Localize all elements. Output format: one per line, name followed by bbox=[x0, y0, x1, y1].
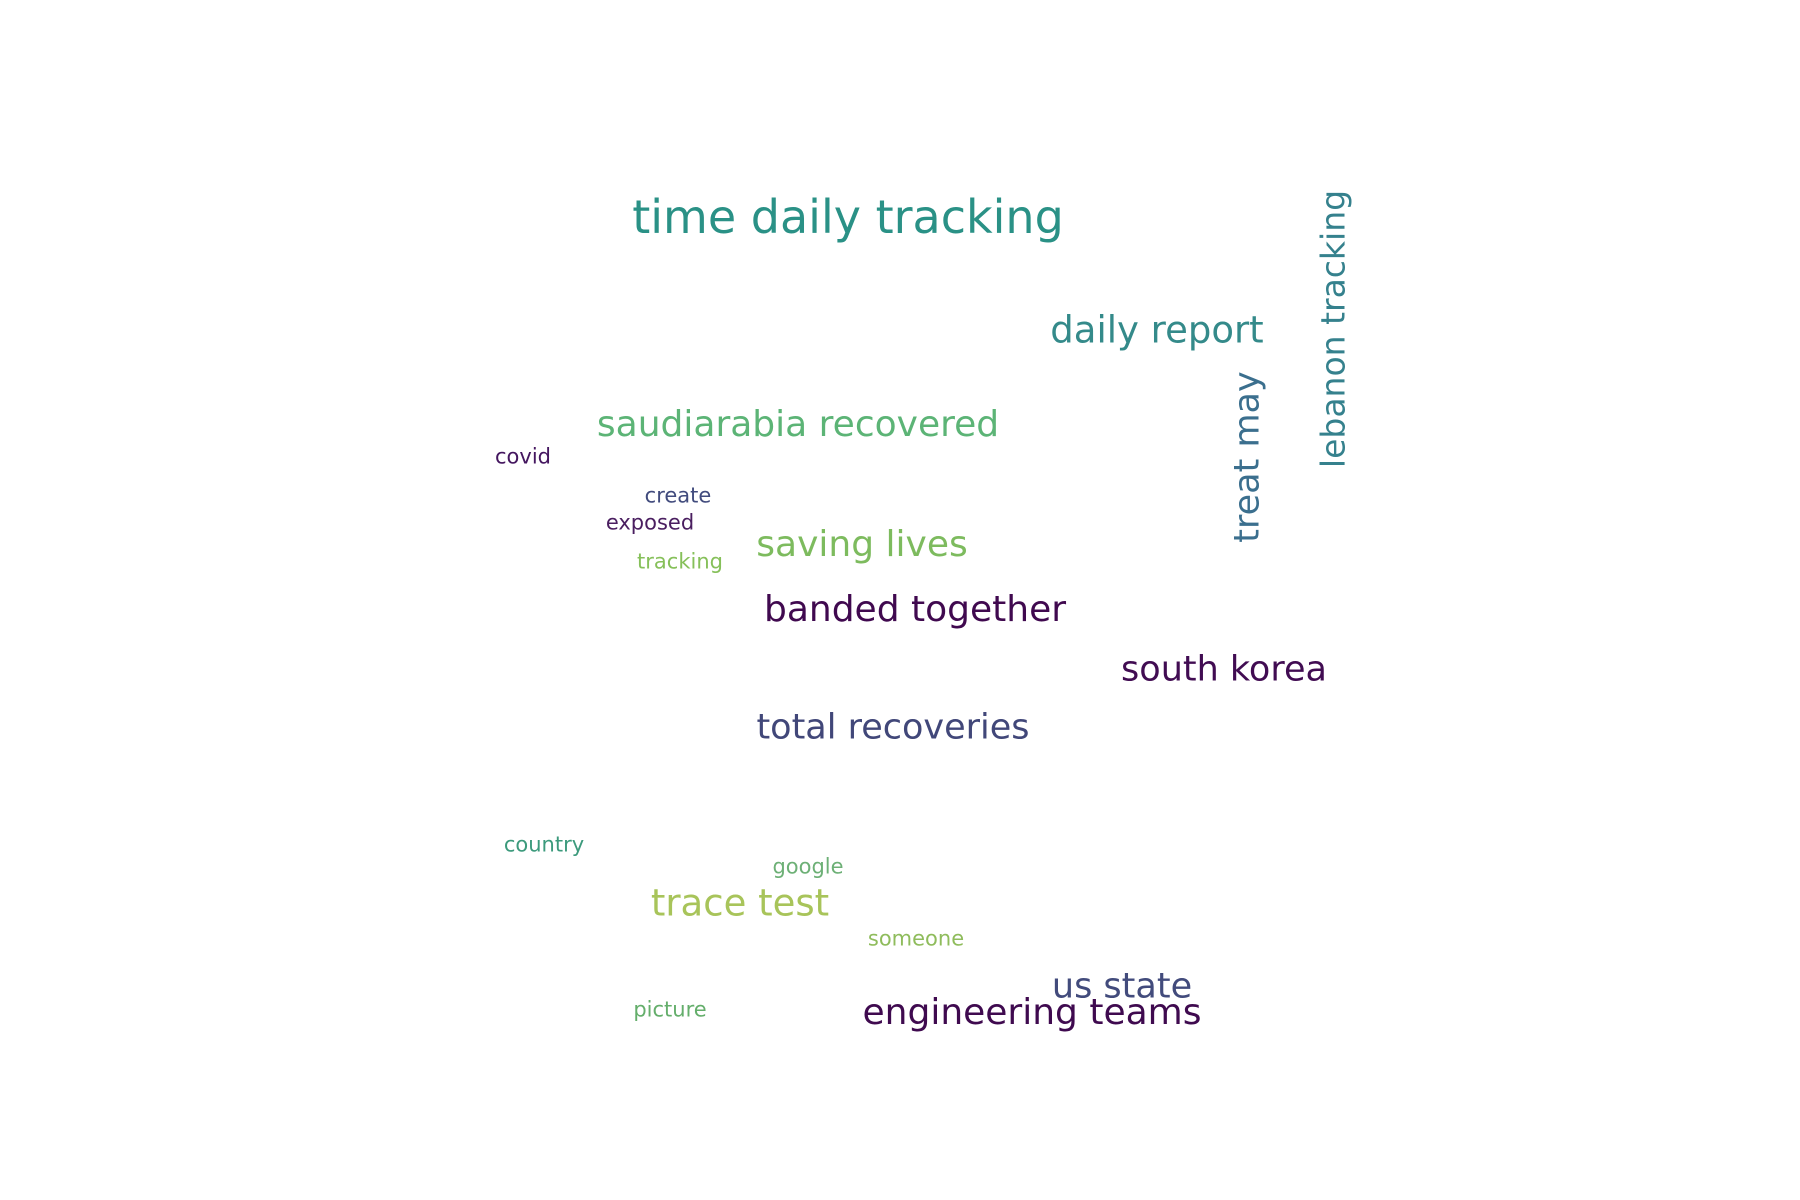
word-country: country bbox=[503, 832, 585, 857]
word-banded-together: banded together bbox=[763, 589, 1067, 630]
word-engineering-teams: engineering teams bbox=[862, 992, 1202, 1033]
word-create: create bbox=[644, 483, 712, 508]
word-us-state: us state bbox=[1051, 966, 1193, 1007]
word-someone: someone bbox=[867, 926, 965, 951]
word-saudiarabia-recovered: saudiarabia recovered bbox=[596, 404, 1000, 445]
word-trace-test: trace test bbox=[650, 881, 830, 925]
word-south-korea: south korea bbox=[1121, 649, 1327, 690]
word-picture: picture bbox=[633, 997, 707, 1022]
word-treat-may: treat may bbox=[1227, 371, 1268, 543]
word-time-daily-tracking: time daily tracking bbox=[632, 190, 1064, 244]
word-covid: covid bbox=[495, 444, 551, 469]
word-lebanon-tracking: lebanon tracking bbox=[1313, 189, 1353, 469]
word-total-recoveries: total recoveries bbox=[756, 707, 1030, 748]
word-tracking: tracking bbox=[637, 549, 723, 574]
word-exposed: exposed bbox=[605, 510, 695, 535]
word-google: google bbox=[772, 854, 844, 879]
word-saving-lives: saving lives bbox=[756, 524, 968, 565]
word-daily-report: daily report bbox=[1050, 308, 1264, 352]
